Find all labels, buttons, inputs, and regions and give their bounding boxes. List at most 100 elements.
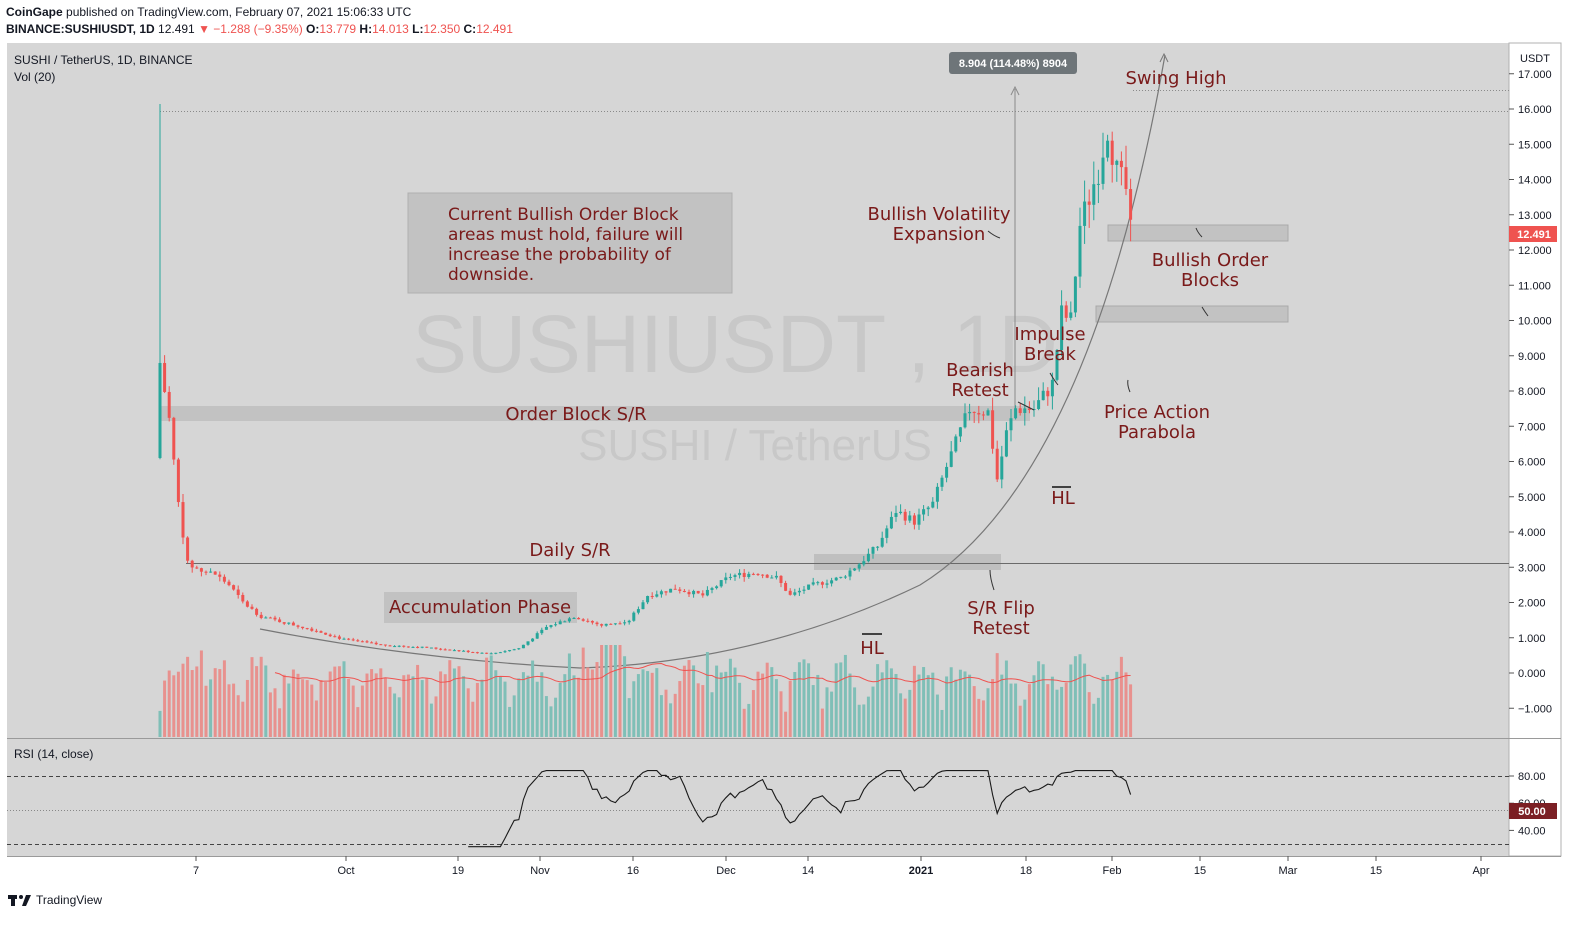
volume-bar <box>365 673 369 737</box>
open-value: 13.779 <box>319 22 357 36</box>
time-tick-label: 7 <box>193 865 199 877</box>
time-tick-label: Oct <box>337 865 354 877</box>
candle-body <box>1023 408 1027 414</box>
candle-body <box>190 560 194 568</box>
last-price-tag-bg <box>1509 226 1557 242</box>
volume-bar <box>1106 674 1110 737</box>
volume-bar <box>788 680 792 737</box>
volume-bar <box>843 654 847 737</box>
volume-bar <box>420 680 424 737</box>
volume-bar <box>503 681 507 737</box>
volume-bar <box>701 685 705 737</box>
volume-bar <box>613 645 617 737</box>
candle-body <box>241 594 245 602</box>
candle-body <box>572 617 576 619</box>
price-tick-label: 14.000 <box>1518 175 1552 187</box>
volume-bar <box>204 685 208 737</box>
measure-arrowhead <box>1010 85 1020 96</box>
volume-bar <box>186 656 190 737</box>
candle-body <box>742 572 746 578</box>
candle-body <box>531 638 535 642</box>
candle-body <box>158 362 162 458</box>
candle-body <box>567 618 571 622</box>
candle-body <box>209 571 213 573</box>
volume-bar <box>995 653 999 737</box>
candle-body <box>526 641 530 645</box>
bullish-volatility-label: Bullish Volatility Expansion <box>868 204 1011 245</box>
volume-bar <box>816 674 820 737</box>
candle-body <box>995 448 999 480</box>
volume-bar <box>968 674 972 737</box>
volume-bar <box>931 672 935 737</box>
candle-body <box>429 647 433 649</box>
volume-bar <box>1064 682 1068 737</box>
volume-bar <box>567 653 571 737</box>
candle-body <box>991 410 995 449</box>
vol-legend: Vol (20) <box>14 70 55 84</box>
volume-bar <box>475 682 479 737</box>
candle-body <box>199 568 203 572</box>
volume-bar <box>512 695 516 737</box>
watermark-name: SUSHI / TetherUS <box>578 421 932 470</box>
candle-body <box>945 466 949 478</box>
candle-body <box>1083 201 1087 226</box>
candle-body <box>319 631 323 633</box>
volume-bar <box>388 686 392 737</box>
candle-body <box>1060 305 1064 351</box>
main-pane[interactable] <box>7 43 1509 738</box>
candle-body <box>641 602 645 610</box>
daily-sr-label: Daily S/R <box>529 540 610 561</box>
volume-bar <box>1018 705 1022 737</box>
volume-bar <box>374 673 378 737</box>
volume-bar <box>1096 697 1100 737</box>
hl-label-2: HL <box>1051 488 1075 509</box>
volume-bar <box>434 696 438 737</box>
candle-body <box>1110 140 1114 165</box>
candle-body <box>765 574 769 578</box>
candle-body <box>1055 350 1059 380</box>
candle-body <box>324 632 328 635</box>
volume-bar <box>333 666 337 737</box>
volume-bar <box>977 698 981 737</box>
candle-body <box>1115 160 1119 165</box>
candle-body <box>632 612 636 621</box>
volume-bar <box>1009 683 1013 737</box>
candle-body <box>273 617 277 620</box>
volume-bar <box>581 647 585 737</box>
volume-bar <box>618 645 622 737</box>
candle-body <box>1096 183 1100 185</box>
volume-bar <box>383 677 387 737</box>
candle-body <box>1073 276 1077 313</box>
bull-ob-arrow-down <box>1201 306 1209 317</box>
candle-body <box>388 645 392 647</box>
price-tick-label: 11.000 <box>1518 280 1551 292</box>
price-axis[interactable] <box>1508 42 1562 857</box>
candle-body <box>618 623 622 625</box>
time-axis[interactable] <box>7 856 1509 883</box>
rsi-pane[interactable] <box>7 739 1509 856</box>
volume-bar <box>342 661 346 737</box>
volume-bar <box>337 666 341 737</box>
volume-bar <box>213 668 217 737</box>
volume-bar <box>1078 654 1082 737</box>
candle-body <box>577 617 581 620</box>
volume-bar <box>264 665 268 737</box>
volume-bar <box>710 692 714 737</box>
candle-body <box>337 636 341 639</box>
candle-body <box>360 641 364 643</box>
candle-body <box>1124 167 1128 190</box>
ticker: BINANCE:SUSHIUSDT, 1D <box>6 22 155 36</box>
candle-body <box>227 581 231 586</box>
volume-bar <box>199 650 203 737</box>
candle-body <box>365 641 369 643</box>
price-tick-label: 0.000 <box>1518 668 1546 680</box>
candle-body <box>963 413 967 428</box>
candle-body <box>1027 408 1031 410</box>
candle-body <box>489 653 493 655</box>
candle-body <box>558 621 562 625</box>
time-tick-label: Feb <box>1103 865 1122 877</box>
volume-bar <box>885 660 889 737</box>
volume-bar <box>305 680 309 737</box>
volume-bar <box>172 675 176 737</box>
